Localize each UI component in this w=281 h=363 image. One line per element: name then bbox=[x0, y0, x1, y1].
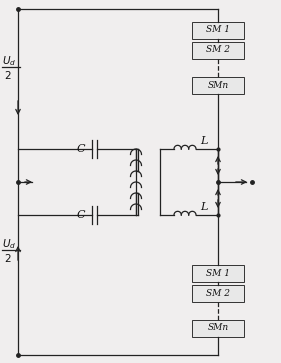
Bar bbox=[192, 41, 244, 58]
Text: L: L bbox=[200, 136, 208, 146]
Text: $2$: $2$ bbox=[4, 252, 12, 264]
Bar bbox=[192, 21, 244, 38]
Text: C: C bbox=[77, 144, 85, 154]
Bar bbox=[192, 285, 244, 302]
Text: SM 2: SM 2 bbox=[206, 289, 230, 298]
Text: SM 2: SM 2 bbox=[206, 45, 230, 54]
Bar bbox=[192, 77, 244, 94]
Text: $U_d$: $U_d$ bbox=[2, 237, 16, 251]
Text: SMn: SMn bbox=[207, 81, 228, 90]
Bar bbox=[192, 265, 244, 281]
Text: SM 1: SM 1 bbox=[206, 25, 230, 34]
Text: $U_d$: $U_d$ bbox=[2, 54, 16, 68]
Text: C: C bbox=[77, 210, 85, 220]
Text: $2$: $2$ bbox=[4, 69, 12, 81]
Bar bbox=[192, 319, 244, 337]
Text: SM 1: SM 1 bbox=[206, 269, 230, 277]
Text: L: L bbox=[200, 202, 208, 212]
Text: SMn: SMn bbox=[207, 323, 228, 333]
